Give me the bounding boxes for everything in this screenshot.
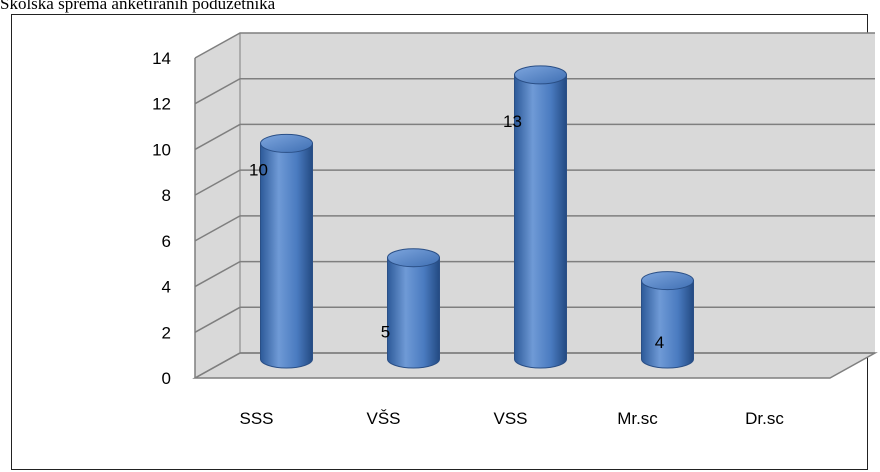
y-tick-label: 2 bbox=[162, 323, 171, 342]
bar bbox=[641, 271, 694, 369]
bar bbox=[387, 248, 440, 369]
data-label: 10 bbox=[249, 160, 268, 179]
bar-body bbox=[260, 142, 313, 369]
bar-cap bbox=[514, 65, 567, 85]
y-tick-label: 12 bbox=[152, 95, 171, 114]
bars bbox=[260, 65, 694, 369]
x-tick-label: VŠS bbox=[366, 409, 400, 428]
side-wall bbox=[195, 33, 240, 378]
x-axis: SSS VŠS VSS Mr.sc Dr.sc bbox=[239, 409, 784, 428]
y-tick-label: 8 bbox=[162, 186, 171, 205]
data-label: 5 bbox=[381, 323, 390, 342]
x-tick-label: Mr.sc bbox=[617, 409, 658, 428]
bar-cap bbox=[260, 133, 313, 153]
bar-body bbox=[514, 74, 567, 369]
data-label: 13 bbox=[503, 112, 522, 131]
y-tick-label: 6 bbox=[162, 232, 171, 251]
bar bbox=[514, 65, 567, 369]
y-tick-label: 4 bbox=[162, 278, 171, 297]
chart-caption: Školska sprema anketiranih podužetnika bbox=[0, 0, 276, 13]
data-label: 4 bbox=[655, 333, 664, 352]
bar bbox=[260, 133, 313, 369]
y-axis: 0 2 4 6 8 10 12 14 bbox=[152, 49, 196, 388]
bar-cap bbox=[641, 271, 694, 291]
data-labels: 10 5 13 4 bbox=[249, 112, 664, 352]
bar-body bbox=[641, 280, 694, 369]
y-tick-label: 0 bbox=[162, 369, 171, 388]
x-tick-label: Dr.sc bbox=[745, 409, 784, 428]
x-tick-label: SSS bbox=[239, 409, 273, 428]
bar-body bbox=[387, 257, 440, 369]
y-tick-label: 14 bbox=[152, 49, 171, 68]
bar-cap bbox=[387, 248, 440, 268]
x-tick-label: VSS bbox=[493, 409, 527, 428]
y-tick-label: 10 bbox=[152, 140, 171, 159]
